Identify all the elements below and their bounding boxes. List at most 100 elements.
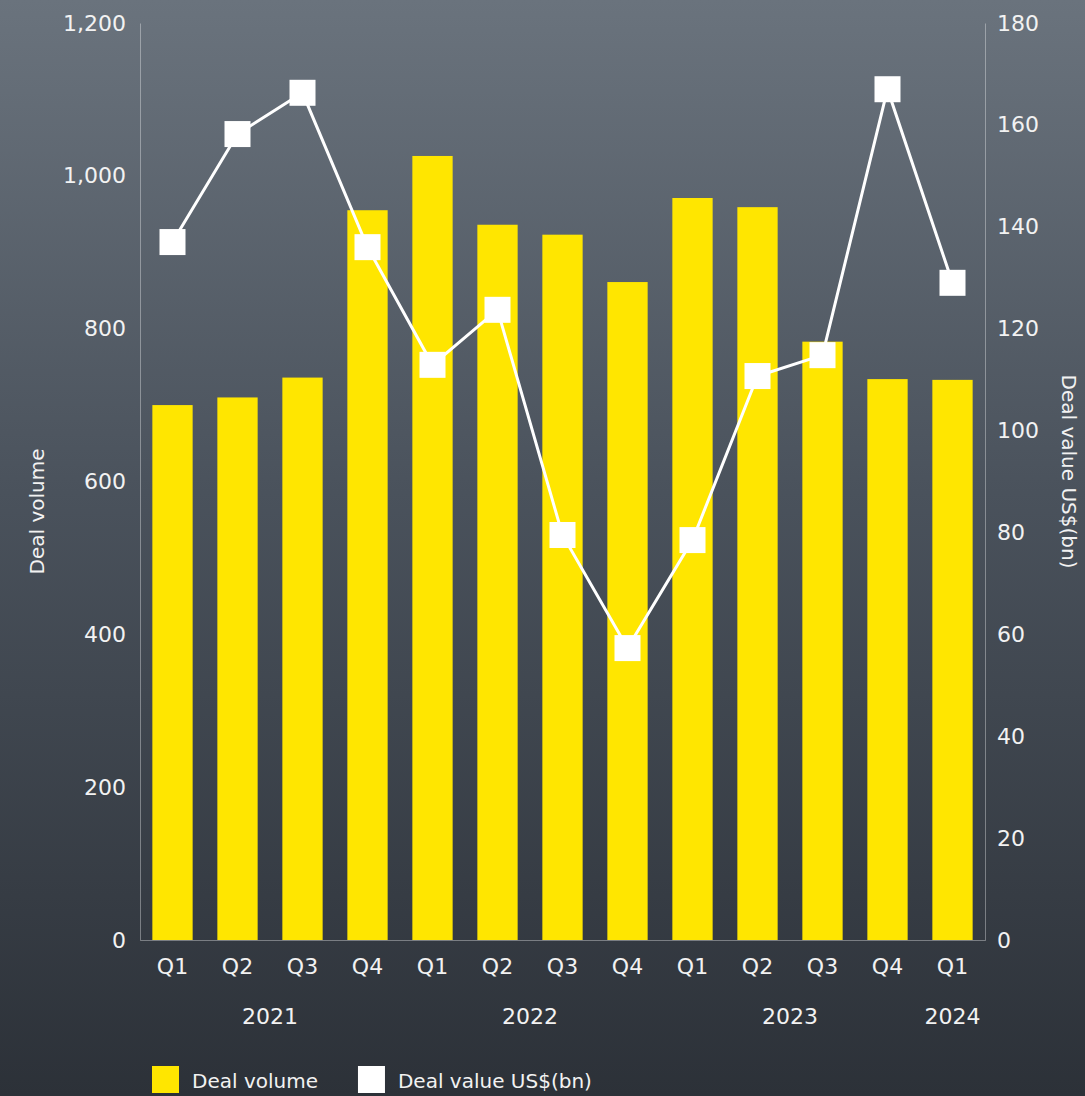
tick: Q2 <box>742 940 773 979</box>
bar <box>867 379 907 940</box>
bar <box>347 210 387 940</box>
tick: 40 <box>985 724 1025 749</box>
tick: Q3 <box>547 940 578 979</box>
tick: Q4 <box>352 940 383 979</box>
tick-label: 1,000 <box>63 163 126 188</box>
tick-label: Q4 <box>612 954 643 979</box>
plot-area <box>152 76 972 940</box>
tick: Q4 <box>872 940 903 979</box>
marker <box>290 80 316 106</box>
tick: Q1 <box>417 940 448 979</box>
tick-label: 0 <box>112 928 126 953</box>
marker <box>615 635 641 661</box>
marker <box>485 297 511 323</box>
tick: Q1 <box>677 940 708 979</box>
tick: Q1 <box>157 940 188 979</box>
bar <box>477 225 517 940</box>
tick: 180 <box>985 11 1039 36</box>
tick: 600 <box>84 469 140 494</box>
group-label: 2023 <box>762 1004 818 1029</box>
tick-label: Q1 <box>417 954 448 979</box>
legend-label: Deal value US$(bn) <box>398 1069 592 1093</box>
tick: 160 <box>985 112 1039 137</box>
tick: 120 <box>985 316 1039 341</box>
tick-label: 600 <box>84 469 126 494</box>
tick-label: 800 <box>84 316 126 341</box>
y-axis-title: Deal volume <box>25 449 49 575</box>
marker <box>420 352 446 378</box>
tick: 0 <box>985 928 1011 953</box>
tick-label: 140 <box>997 214 1039 239</box>
axis-line <box>985 24 986 941</box>
tick-label: 1,200 <box>63 11 126 36</box>
background <box>0 0 1085 1096</box>
bar <box>152 405 192 940</box>
bar <box>672 198 712 940</box>
y2-axis: 0 20 40 60 80 100 120 140 160 180 <box>985 11 1039 953</box>
tick-label: 120 <box>997 316 1039 341</box>
tick: 200 <box>84 775 140 800</box>
tick-label: 60 <box>997 622 1025 647</box>
legend-label: Deal volume <box>192 1069 318 1093</box>
tick-label: 0 <box>997 928 1011 953</box>
tick-label: Q1 <box>157 954 188 979</box>
tick-label: 100 <box>997 418 1039 443</box>
axis-line <box>140 24 141 941</box>
tick: Q3 <box>287 940 318 979</box>
tick: Q2 <box>482 940 513 979</box>
tick: 80 <box>985 520 1025 545</box>
tick-label: Q4 <box>872 954 903 979</box>
bar <box>282 378 322 940</box>
tick-label: 20 <box>997 826 1025 851</box>
bar <box>607 282 647 940</box>
tick: 60 <box>985 622 1025 647</box>
bar <box>737 207 777 940</box>
legend-swatch <box>358 1066 385 1093</box>
tick-label: 40 <box>997 724 1025 749</box>
tick: 20 <box>985 826 1025 851</box>
legend-swatch <box>152 1066 179 1093</box>
tick: Q4 <box>612 940 643 979</box>
marker <box>680 527 706 553</box>
tick-label: Q1 <box>937 954 968 979</box>
bar <box>802 342 842 940</box>
legend: Deal volume Deal value US$(bn) <box>152 1066 592 1093</box>
bar <box>542 235 582 940</box>
tick-label: Q4 <box>352 954 383 979</box>
tick-label: 200 <box>84 775 126 800</box>
tick-label: 400 <box>84 622 126 647</box>
chart: 0 200 400 600 800 1,000 1,200 0 20 40 60 80 100 120 14… <box>0 0 1085 1096</box>
tick: 0 <box>112 928 140 953</box>
tick-label: Q1 <box>677 954 708 979</box>
tick: Q2 <box>222 940 253 979</box>
tick: Q3 <box>807 940 838 979</box>
tick-label: Q2 <box>222 954 253 979</box>
tick: Q1 <box>937 940 968 979</box>
x-axis: Q1 Q2 Q3 Q4 Q1 Q2 Q3 Q4 Q1 Q2 Q3 Q4 Q1 <box>141 940 986 979</box>
marker <box>875 76 901 102</box>
tick: 1,000 <box>63 163 140 188</box>
line <box>173 89 953 648</box>
y-axis: 0 200 400 600 800 1,000 1,200 <box>63 11 140 953</box>
group-label: 2021 <box>242 1004 298 1029</box>
marker <box>810 342 836 368</box>
marker <box>355 234 381 260</box>
bar <box>932 380 972 940</box>
markers <box>160 76 966 661</box>
marker <box>225 121 251 147</box>
tick: 800 <box>84 316 140 341</box>
legend-item: Deal volume <box>152 1066 318 1093</box>
tick-label: Q3 <box>547 954 578 979</box>
tick-label: 80 <box>997 520 1025 545</box>
group-label: 2024 <box>925 1004 981 1029</box>
group-label: 2022 <box>502 1004 558 1029</box>
bar <box>217 397 257 940</box>
marker <box>940 270 966 296</box>
tick-label: Q2 <box>482 954 513 979</box>
bars <box>152 156 972 940</box>
tick-label: Q3 <box>287 954 318 979</box>
tick: 1,200 <box>63 11 140 36</box>
tick: 100 <box>985 418 1039 443</box>
marker <box>550 522 576 548</box>
tick-label: 180 <box>997 11 1039 36</box>
